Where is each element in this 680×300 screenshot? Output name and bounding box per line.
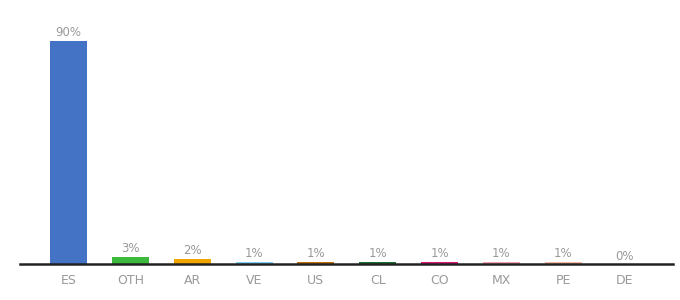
Text: 3%: 3% [121,242,139,255]
Text: 1%: 1% [245,247,263,260]
Bar [359,262,396,264]
Text: 1%: 1% [492,247,511,260]
Bar [173,259,211,264]
Bar [483,262,520,264]
Bar [297,262,335,264]
Text: 1%: 1% [307,247,325,260]
Text: 1%: 1% [369,247,387,260]
Text: 90%: 90% [56,26,82,39]
Text: 1%: 1% [554,247,573,260]
Bar [235,262,273,264]
Bar [545,262,581,264]
Bar [112,256,149,264]
Bar [421,262,458,264]
Text: 1%: 1% [430,247,449,260]
Text: 2%: 2% [183,244,201,257]
Text: 0%: 0% [615,250,634,263]
Bar [50,41,87,264]
